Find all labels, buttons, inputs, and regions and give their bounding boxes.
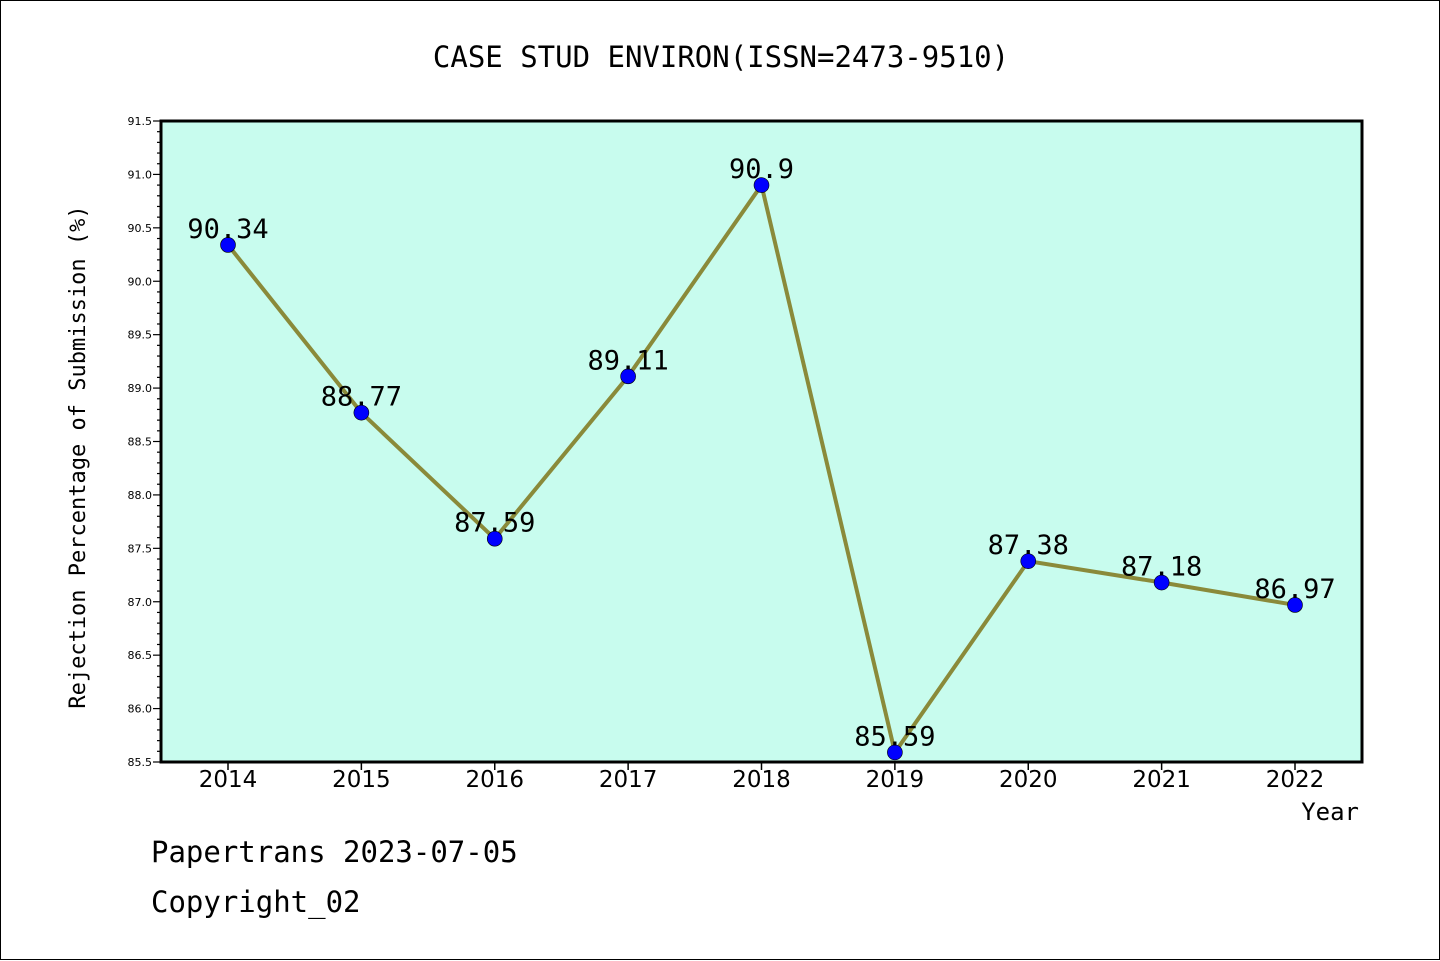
y-tick-label: 90.0 <box>128 275 153 288</box>
y-tick-label: 87.5 <box>128 542 153 555</box>
data-point <box>1287 597 1303 613</box>
y-tick-label: 90.5 <box>128 222 153 235</box>
data-label: 87.59 <box>454 508 535 539</box>
x-tick-label: 2019 <box>866 767 925 793</box>
y-tick-label: 91.0 <box>128 168 153 181</box>
data-point <box>220 237 236 253</box>
plot-area <box>159 119 1364 764</box>
x-axis-label: Year <box>1301 798 1359 826</box>
chart-title: CASE STUD ENVIRON(ISSN=2473-9510) <box>433 40 1009 74</box>
y-tick-label: 88.5 <box>128 436 153 449</box>
x-tick-label: 2015 <box>332 767 391 793</box>
x-tick-label: 2018 <box>732 767 791 793</box>
data-point <box>353 404 370 421</box>
data-point <box>620 368 636 385</box>
x-tick-label: 2020 <box>999 767 1058 793</box>
x-tick-label: 2014 <box>199 767 258 793</box>
data-label: 89.11 <box>587 345 668 376</box>
y-tick-label: 85.5 <box>128 756 153 769</box>
y-tick-label: 91.5 <box>128 115 153 128</box>
data-label: 88.77 <box>321 382 402 413</box>
data-label: 87.38 <box>988 530 1069 561</box>
footer-copyright-text: Copyright_02 <box>151 885 361 919</box>
data-point <box>753 177 770 193</box>
data-label: 85.59 <box>854 721 935 752</box>
footer-date-text: Papertrans 2023-07-05 <box>151 835 518 869</box>
x-tick-label: 2017 <box>599 767 658 793</box>
y-tick-label: 86.0 <box>128 703 153 716</box>
data-label: 90.34 <box>187 214 268 245</box>
data-point <box>486 530 503 547</box>
y-tick-label: 89.5 <box>128 329 153 342</box>
data-point <box>1020 553 1037 569</box>
data-point <box>887 744 903 761</box>
data-label: 90.9 <box>729 154 794 185</box>
x-tick-label: 2021 <box>1132 767 1191 793</box>
y-tick-label: 86.5 <box>128 649 153 662</box>
series-rejection-percentage: 90.34 88.77 87.59 89.11 90.9 85.59 87.38 87.18 8… <box>187 154 1336 761</box>
x-tick-label: 2022 <box>1266 767 1325 793</box>
y-axis: 85.5 86.0 86.5 87.0 87.5 88.0 88.5 89.0 89.5 90.0… <box>128 115 161 769</box>
data-label: 87.18 <box>1121 552 1202 583</box>
data-point <box>1153 574 1170 591</box>
x-tick-label: 2016 <box>465 767 524 793</box>
y-axis-label: Rejection Percentage of Submission (%) <box>66 205 91 708</box>
x-axis: 2014 2015 2016 2017 2018 2019 2020 2021 2022 <box>199 762 1325 793</box>
y-tick-label: 88.0 <box>128 489 153 502</box>
y-tick-label: 89.0 <box>128 382 153 395</box>
y-tick-label: 87.0 <box>128 596 153 609</box>
data-label: 86.97 <box>1254 574 1335 605</box>
